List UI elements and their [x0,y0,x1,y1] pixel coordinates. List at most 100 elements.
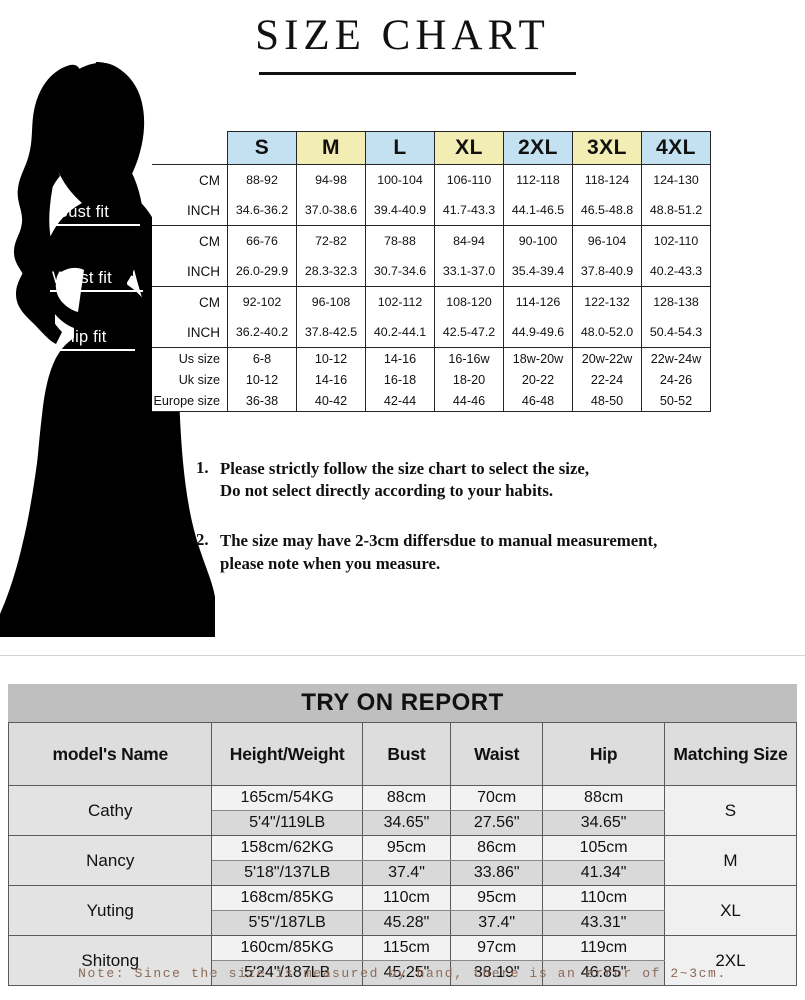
table-row: CM 92-102 96-108 102-112 108-120 114-126 122-1… [152,286,711,317]
instruction-item-1: 1. Please strictly follow the size chart … [196,458,796,502]
report-cell-cathy-bust-imperial: 34.65" [361,810,452,836]
report-cell-yuting-bust-metric: 110cm [361,885,452,911]
report-header-hip: Hip [542,722,665,786]
cell-europe-size-m: 40-42 [296,390,366,412]
report-cell-shitong-bust-imperial: 45.25" [361,960,452,986]
report-cell-shitong-hw-imperial: 5'24"/187LB [211,960,363,986]
cell-waist-cm-3xl: 96-104 [572,225,642,256]
conversion-label-uk-size: Uk size [152,369,228,390]
cell-waist-inch-l: 30.7-34.6 [365,256,435,287]
cell-waist-cm-2xl: 90-100 [503,225,573,256]
report-header-bust: Bust [361,722,452,786]
table-row: INCH 36.2-40.2 37.8-42.5 40.2-44.1 42.5-47.2… [152,317,711,348]
hip-fit-underline [60,349,135,351]
report-cell-cathy-waist-imperial: 27.56" [450,810,544,836]
size-header-xl: XL [434,131,504,165]
report-cell-matching-size-nancy: M [663,835,798,886]
instruction-number: 1. [196,458,209,477]
report-cell-yuting-waist-imperial: 37.4" [450,910,544,936]
instruction-item-2: 2. The size may have 2-3cm differsdue to … [196,530,796,574]
cell-hip-cm-4xl: 128-138 [641,286,711,317]
cell-uk-size-s: 10-12 [227,369,297,390]
report-cell-model-name-shitong: Shitong [7,935,213,986]
cell-bust-cm-xl: 106-110 [434,164,504,195]
cell-bust-cm-2xl: 112-118 [503,164,573,195]
cell-waist-inch-4xl: 40.2-43.3 [641,256,711,287]
size-header-4xl: 4XL [641,131,711,165]
cell-bust-inch-2xl: 44.1-46.5 [503,195,573,226]
table-row: CM 66-76 72-82 78-88 84-94 90-100 96-104 102-11… [152,225,711,256]
cell-hip-inch-s: 36.2-40.2 [227,317,297,348]
cell-bust-inch-m: 37.0-38.6 [296,195,366,226]
unit-label-inch: INCH [152,256,228,287]
report-cell-shitong-waist-metric: 97cm [450,935,544,961]
cell-us-size-l: 14-16 [365,347,435,369]
conversion-label-us-size: Us size [152,347,228,369]
report-cell-shitong-hip-imperial: 46.85" [542,960,665,986]
cell-hip-inch-3xl: 48.0-52.0 [572,317,642,348]
cell-bust-cm-s: 88-92 [227,164,297,195]
instructions-list: 1. Please strictly follow the size chart … [196,458,796,603]
instruction-line-1: The size may have 2-3cm differsdue to ma… [220,531,658,551]
report-cell-shitong-waist-imperial: 38.19" [450,960,544,986]
cell-uk-size-l: 16-18 [365,369,435,390]
table-row: INCH 34.6-36.2 37.0-38.6 39.4-40.9 41.7-43.3… [152,195,711,226]
report-cell-nancy-hw-imperial: 5'18"/137LB [211,860,363,886]
cell-bust-cm-m: 94-98 [296,164,366,195]
cell-waist-cm-4xl: 102-110 [641,225,711,256]
report-cell-nancy-waist-metric: 86cm [450,835,544,861]
size-header-2xl: 2XL [503,131,573,165]
report-cell-matching-size-shitong: 2XL [663,935,798,986]
table-row: Yuting 168cm/85KG 110cm 95cm 110cm XL [7,885,798,936]
table-row: 5'5"/187LB 45.28" 37.4" 43.31" [9,910,797,936]
cell-us-size-2xl: 18w-20w [503,347,573,369]
report-cell-cathy-hw-metric: 165cm/54KG [211,785,363,811]
cell-waist-inch-2xl: 35.4-39.4 [503,256,573,287]
cell-bust-cm-4xl: 124-130 [641,164,711,195]
report-cell-shitong-bust-metric: 115cm [361,935,452,961]
cell-us-size-3xl: 20w-22w [572,347,642,369]
report-cell-cathy-waist-metric: 70cm [450,785,544,811]
conversion-label-europe-size: Europe size [152,390,228,412]
cell-waist-cm-xl: 84-94 [434,225,504,256]
cell-hip-cm-2xl: 114-126 [503,286,573,317]
bust-fit-underline [55,224,140,226]
unit-label-inch: INCH [152,317,228,348]
cell-bust-inch-l: 39.4-40.9 [365,195,435,226]
report-cell-cathy-bust-metric: 88cm [361,785,452,811]
cell-waist-cm-s: 66-76 [227,225,297,256]
hip-fit-label: Hip fit [63,328,107,346]
report-cell-nancy-bust-metric: 95cm [361,835,452,861]
table-row: Us size 6-8 10-12 14-16 16-16w 18w-20w 20w-22w… [152,347,711,369]
cell-hip-cm-xl: 108-120 [434,286,504,317]
unit-label-inch: INCH [152,195,228,226]
cell-bust-inch-4xl: 48.8-51.2 [641,195,711,226]
cell-us-size-s: 6-8 [227,347,297,369]
cell-europe-size-l: 42-44 [365,390,435,412]
cell-waist-cm-m: 72-82 [296,225,366,256]
cell-waist-inch-s: 26.0-29.9 [227,256,297,287]
cell-hip-inch-m: 37.8-42.5 [296,317,366,348]
report-cell-yuting-waist-metric: 95cm [450,885,544,911]
report-cell-cathy-hip-imperial: 34.65" [542,810,665,836]
table-row: CM 88-92 94-98 100-104 106-110 112-118 118-124… [152,164,711,195]
report-cell-model-name-nancy: Nancy [7,835,213,886]
cell-us-size-4xl: 22w-24w [641,347,711,369]
cell-waist-inch-3xl: 37.8-40.9 [572,256,642,287]
table-row: Cathy 165cm/54KG 88cm 70cm 88cm S [7,785,798,836]
cell-waist-inch-xl: 33.1-37.0 [434,256,504,287]
instruction-text: Please strictly follow the size chart to… [220,458,589,502]
report-cell-nancy-bust-imperial: 37.4" [361,860,452,886]
try-on-report-section: TRY ON REPORT model's Name Height/Weight B… [7,684,798,986]
instruction-line-2: please note when you measure. [220,553,441,573]
report-cell-nancy-hip-metric: 105cm [542,835,665,861]
cell-waist-inch-m: 28.3-32.3 [296,256,366,287]
page-title: SIZE CHART [255,12,550,59]
instruction-number: 2. [196,530,209,550]
cell-bust-inch-3xl: 46.5-48.8 [572,195,642,226]
report-cell-cathy-hw-imperial: 5'4"/119LB [211,810,363,836]
report-cell-shitong-hip-metric: 119cm [542,935,665,961]
waist-fit-underline [50,290,143,292]
cell-us-size-xl: 16-16w [434,347,504,369]
